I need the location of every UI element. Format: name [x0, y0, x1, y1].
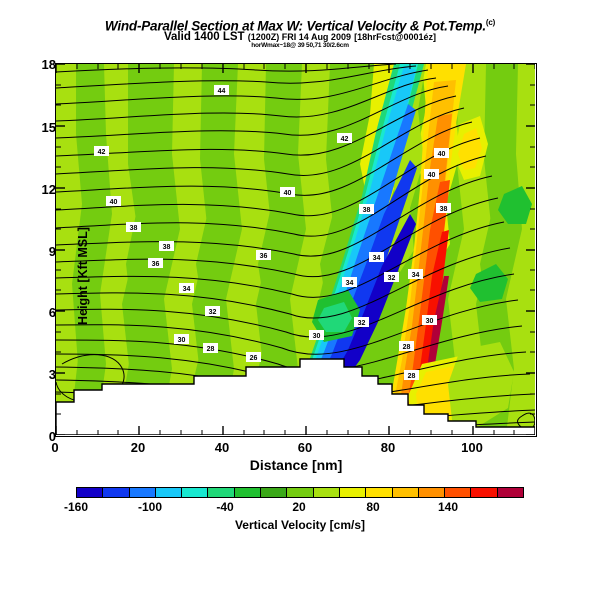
svg-text:32: 32 [388, 275, 396, 282]
svg-text:38: 38 [440, 206, 448, 213]
colorbar-swatch-9 [313, 488, 340, 497]
svg-text:32: 32 [358, 320, 366, 327]
colorbar-swatch-0 [77, 488, 104, 497]
svg-text:44: 44 [218, 88, 226, 95]
colorbar-tick-4: 20 [292, 500, 306, 514]
svg-text:26: 26 [250, 355, 258, 362]
y-tick-label-3: 3 [48, 367, 56, 382]
svg-text:32: 32 [209, 309, 217, 316]
svg-text:30: 30 [178, 337, 186, 344]
x-tick-label-40: 40 [214, 440, 230, 455]
plot-frame: 44 42 42 40 40 40 40 38 38 38 38 36 36 3… [55, 63, 537, 437]
colorbar-tick-3: -40 [216, 500, 234, 514]
svg-text:28: 28 [408, 373, 416, 380]
colorbar-swatch-6 [234, 488, 262, 497]
x-tick-label-0: 0 [51, 440, 59, 455]
svg-text:40: 40 [428, 172, 436, 179]
svg-text:38: 38 [130, 225, 138, 232]
svg-text:28: 28 [207, 346, 215, 353]
svg-text:40: 40 [110, 199, 118, 206]
colorbar-swatch-14 [445, 488, 472, 497]
svg-text:34: 34 [412, 272, 420, 279]
svg-text:36: 36 [152, 261, 160, 268]
y-tick-label-0: 0 [48, 429, 56, 444]
y-tick-label-12: 12 [41, 182, 56, 197]
colorbar-swatch-1 [103, 488, 130, 497]
colorbar-tick-2: -100 [137, 500, 163, 514]
subtitle-valid-time: Valid 1400 LST [164, 31, 245, 43]
chart-title: Wind-Parallel Section at Max W: Vertical… [0, 18, 600, 34]
contour-labels: 44 42 42 40 40 40 40 38 38 38 38 36 36 3… [94, 85, 451, 380]
x-tick-label-80: 80 [380, 440, 396, 455]
x-tick-label-60: 60 [297, 440, 313, 455]
subtitle-utc-date: (1200Z) FRI 14 Aug 2009 [247, 32, 351, 42]
colorbar-swatch-2 [129, 488, 156, 497]
svg-text:34: 34 [183, 286, 191, 293]
chart-annotation-line: horWmax~18@ 39 50,71 30/2.6cm [251, 42, 349, 49]
plot-area: 44 42 42 40 40 40 40 38 38 38 38 36 36 3… [55, 63, 537, 437]
colorbar-swatch-10 [339, 488, 367, 497]
svg-text:34: 34 [373, 255, 381, 262]
colorbar [76, 487, 524, 498]
cross-section-plot: 44 42 42 40 40 40 40 38 38 38 38 36 36 3… [56, 64, 535, 435]
svg-text:42: 42 [341, 136, 349, 143]
x-tick-label-100: 100 [461, 440, 483, 455]
colorbar-strip [76, 487, 524, 498]
colorbar-swatch-11 [366, 488, 393, 497]
y-tick-label-18: 18 [41, 57, 56, 72]
colorbar-swatch-4 [182, 488, 209, 497]
terrain-mask [56, 358, 535, 435]
svg-text:40: 40 [438, 151, 446, 158]
colorbar-tick-1: -160 [63, 500, 89, 514]
colorbar-swatch-13 [418, 488, 446, 497]
y-tick-label-6: 6 [48, 305, 56, 320]
colorbar-title: Vertical Velocity [cm/s] [234, 518, 366, 532]
y-axis-title: Height [Kft MSL] [76, 227, 90, 325]
svg-text:38: 38 [163, 244, 171, 251]
x-axis-title: Distance [nm] [249, 457, 343, 473]
subtitle-forecast-tag: [18hrFcst@0001éz] [354, 32, 436, 42]
colorbar-swatch-5 [208, 488, 235, 497]
svg-text:42: 42 [98, 149, 106, 156]
svg-text:28: 28 [403, 344, 411, 351]
colorbar-tick-5: 80 [366, 500, 380, 514]
colorbar-swatch-8 [287, 488, 314, 497]
svg-text:36: 36 [260, 253, 268, 260]
colorbar-swatch-3 [155, 488, 183, 497]
chart-subtitle: Valid 1400 LST (1200Z) FRI 14 Aug 2009 [… [0, 31, 600, 43]
colorbar-swatch-16 [497, 488, 524, 497]
chart-title-superscript: (c) [485, 18, 496, 27]
svg-text:30: 30 [426, 318, 434, 325]
svg-text:38: 38 [363, 207, 371, 214]
chart-title-text: Wind-Parallel Section at Max W: Vertical… [104, 18, 486, 34]
y-tick-label-9: 9 [48, 244, 56, 259]
filled-contour-layer [56, 64, 535, 435]
colorbar-swatch-12 [392, 488, 419, 497]
x-tick-label-20: 20 [130, 440, 146, 455]
colorbar-tick-6: 140 [437, 500, 459, 514]
svg-text:34: 34 [346, 280, 354, 287]
y-tick-label-15: 15 [41, 120, 56, 135]
svg-text:40: 40 [284, 190, 292, 197]
axis-tick-marks [56, 64, 535, 435]
colorbar-swatch-15 [471, 488, 498, 497]
svg-text:30: 30 [313, 333, 321, 340]
colorbar-swatch-7 [261, 488, 288, 497]
